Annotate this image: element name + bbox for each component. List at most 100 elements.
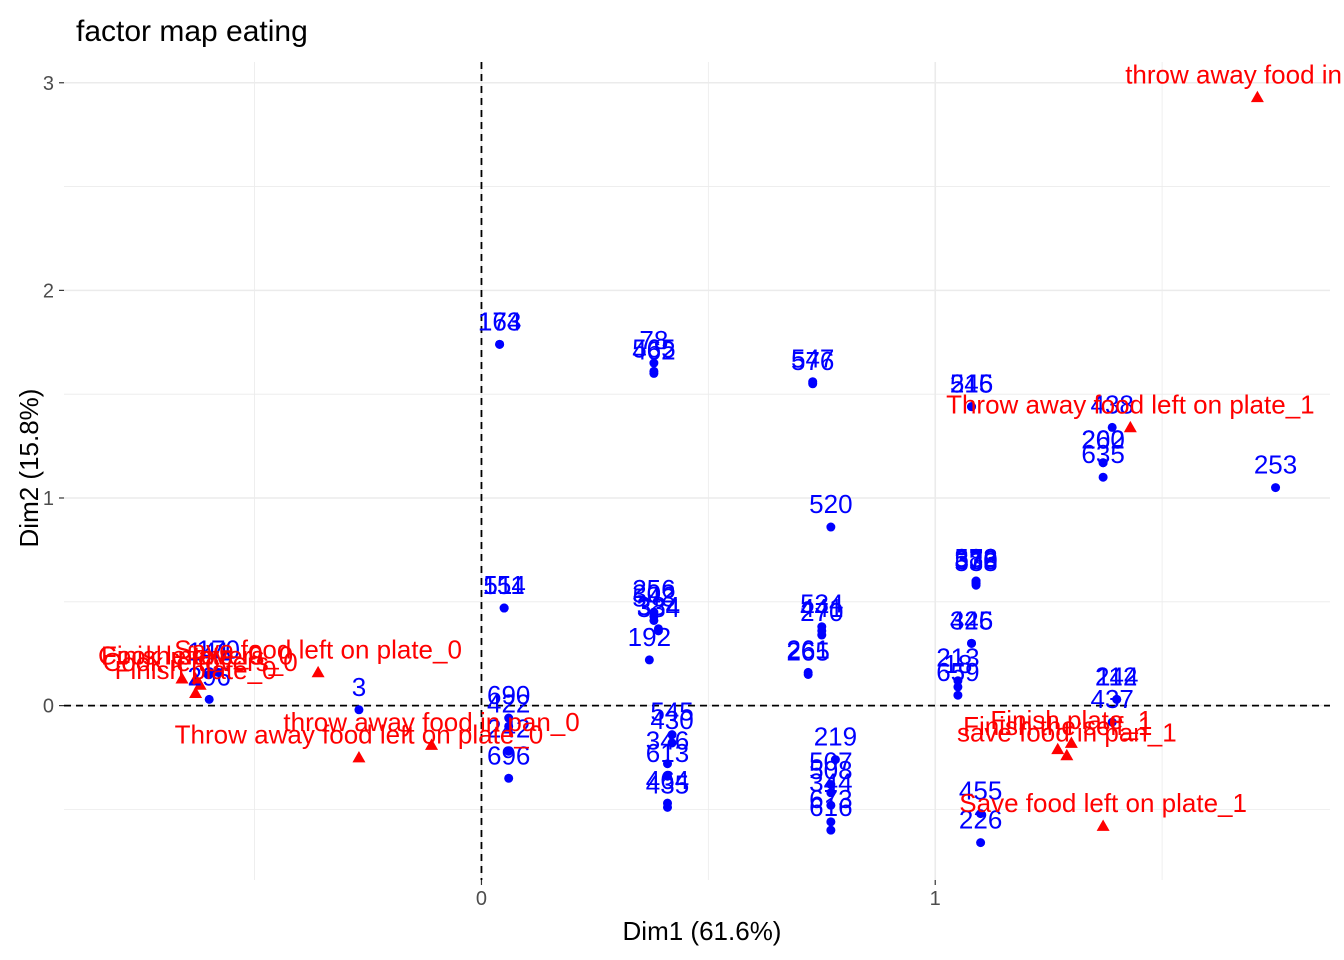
variable-point — [1064, 736, 1078, 748]
individual-label: 3 — [352, 672, 366, 702]
individual-point — [653, 626, 663, 636]
individual-label: 346 — [646, 726, 689, 756]
individual-label: 613 — [646, 738, 689, 768]
variable-point — [189, 686, 203, 699]
individual-label: 438 — [1090, 389, 1133, 419]
individual-label: 330 — [954, 545, 997, 575]
individual-label: 164 — [478, 306, 521, 336]
individual-point — [817, 630, 827, 640]
individual-point — [504, 773, 514, 783]
y-tick-label: 1 — [43, 488, 54, 510]
individual-label: 565 — [632, 333, 675, 363]
individual-points — [204, 339, 1281, 848]
variable-points — [175, 90, 1264, 831]
variable-label: Finish plate_0 — [101, 641, 263, 671]
individual-point — [808, 379, 818, 389]
variable-point — [1250, 90, 1264, 103]
individual-label: 334 — [637, 593, 680, 623]
individual-point — [649, 368, 659, 378]
individual-label: 696 — [487, 740, 530, 770]
individual-label: 538 — [954, 547, 997, 577]
individual-label: 382 — [954, 543, 997, 573]
individual-label: 192 — [628, 622, 671, 652]
individual-point — [830, 755, 840, 765]
individual-label: 219 — [814, 722, 857, 752]
individual-point — [826, 817, 836, 827]
individual-label: 435 — [646, 769, 689, 799]
individual-point — [953, 676, 963, 686]
x-tick-label: 1 — [930, 888, 941, 910]
individual-label: 344 — [809, 767, 852, 797]
minor-gridlines — [64, 62, 1330, 880]
variable-point — [1123, 420, 1137, 433]
individual-label: 445 — [950, 605, 993, 635]
y-axis-title: Dim2 (15.8%) — [14, 389, 44, 548]
variable-label: Throw away food left on plate_0 — [175, 720, 544, 750]
individual-label: 378 — [954, 545, 997, 575]
individual-point — [204, 694, 214, 704]
individual-label: 216 — [950, 369, 993, 399]
individual-point — [644, 655, 654, 665]
variable-label: Finish the self_1 — [963, 711, 1152, 741]
individual-label: 202 — [1081, 425, 1124, 455]
individual-label: 256 — [632, 574, 675, 604]
individual-label: 464 — [646, 765, 689, 795]
variable-point — [425, 738, 439, 750]
individual-label: 690 — [487, 680, 530, 710]
variable-label: Throw away food left on plate_1 — [946, 389, 1315, 419]
variable-point — [352, 751, 366, 763]
individual-label: 573 — [954, 543, 997, 573]
individual-label: 635 — [1081, 439, 1124, 469]
individual-label: 226 — [959, 805, 1002, 835]
individual-label: 520 — [809, 489, 852, 519]
variable-point — [193, 678, 207, 690]
variable-label: Finish plate_1 — [990, 705, 1152, 735]
individual-label: 141 — [188, 636, 231, 666]
individual-point — [967, 638, 977, 648]
y-tick-label: 3 — [43, 73, 54, 95]
individual-point — [826, 825, 836, 835]
individual-label: 326 — [950, 605, 993, 635]
individual-point — [1271, 483, 1281, 493]
individual-label: 673 — [809, 784, 852, 814]
individual-label: 616 — [809, 792, 852, 822]
variable-label: Save food left on plate_1 — [959, 788, 1247, 818]
individual-label: 173 — [478, 306, 521, 336]
individual-label: 547 — [791, 344, 834, 374]
reference-lines — [64, 62, 1330, 880]
individual-point — [649, 615, 659, 625]
individual-point — [1112, 694, 1122, 704]
individual-point — [667, 730, 677, 740]
x-axis-title: Dim1 (61.6%) — [623, 916, 782, 946]
individual-point — [1098, 458, 1108, 468]
individual-label: 296 — [188, 661, 231, 691]
individual-label: 242 — [487, 713, 530, 743]
variable-label: Cook leftovers_0 — [103, 647, 298, 677]
individual-label: 302 — [632, 578, 675, 608]
individual-point — [826, 800, 836, 810]
variable-label: Cook leftovers_0 — [98, 641, 293, 671]
variable-label: throw away food in — [1125, 59, 1342, 89]
individual-label: 265 — [786, 636, 829, 666]
variable-label: save food in pan_1 — [957, 717, 1177, 747]
individual-label: 384 — [637, 591, 680, 621]
individual-label: 430 — [650, 705, 693, 735]
variable-point — [175, 672, 189, 684]
individual-label: 441 — [800, 593, 843, 623]
individual-label: 534 — [800, 589, 843, 619]
variable-point — [311, 665, 325, 678]
variable-label: Finish plate_0 — [115, 655, 277, 685]
individual-label: 511 — [483, 570, 524, 600]
individual-label: 543 — [632, 582, 675, 612]
individual-point — [826, 788, 836, 798]
individual-point — [663, 771, 673, 781]
individual-point — [204, 669, 214, 679]
variable-point — [1051, 742, 1065, 755]
individual-point — [649, 358, 659, 368]
y-tick-label: 2 — [43, 280, 54, 302]
individual-point — [213, 667, 223, 677]
individual-point — [504, 713, 514, 723]
